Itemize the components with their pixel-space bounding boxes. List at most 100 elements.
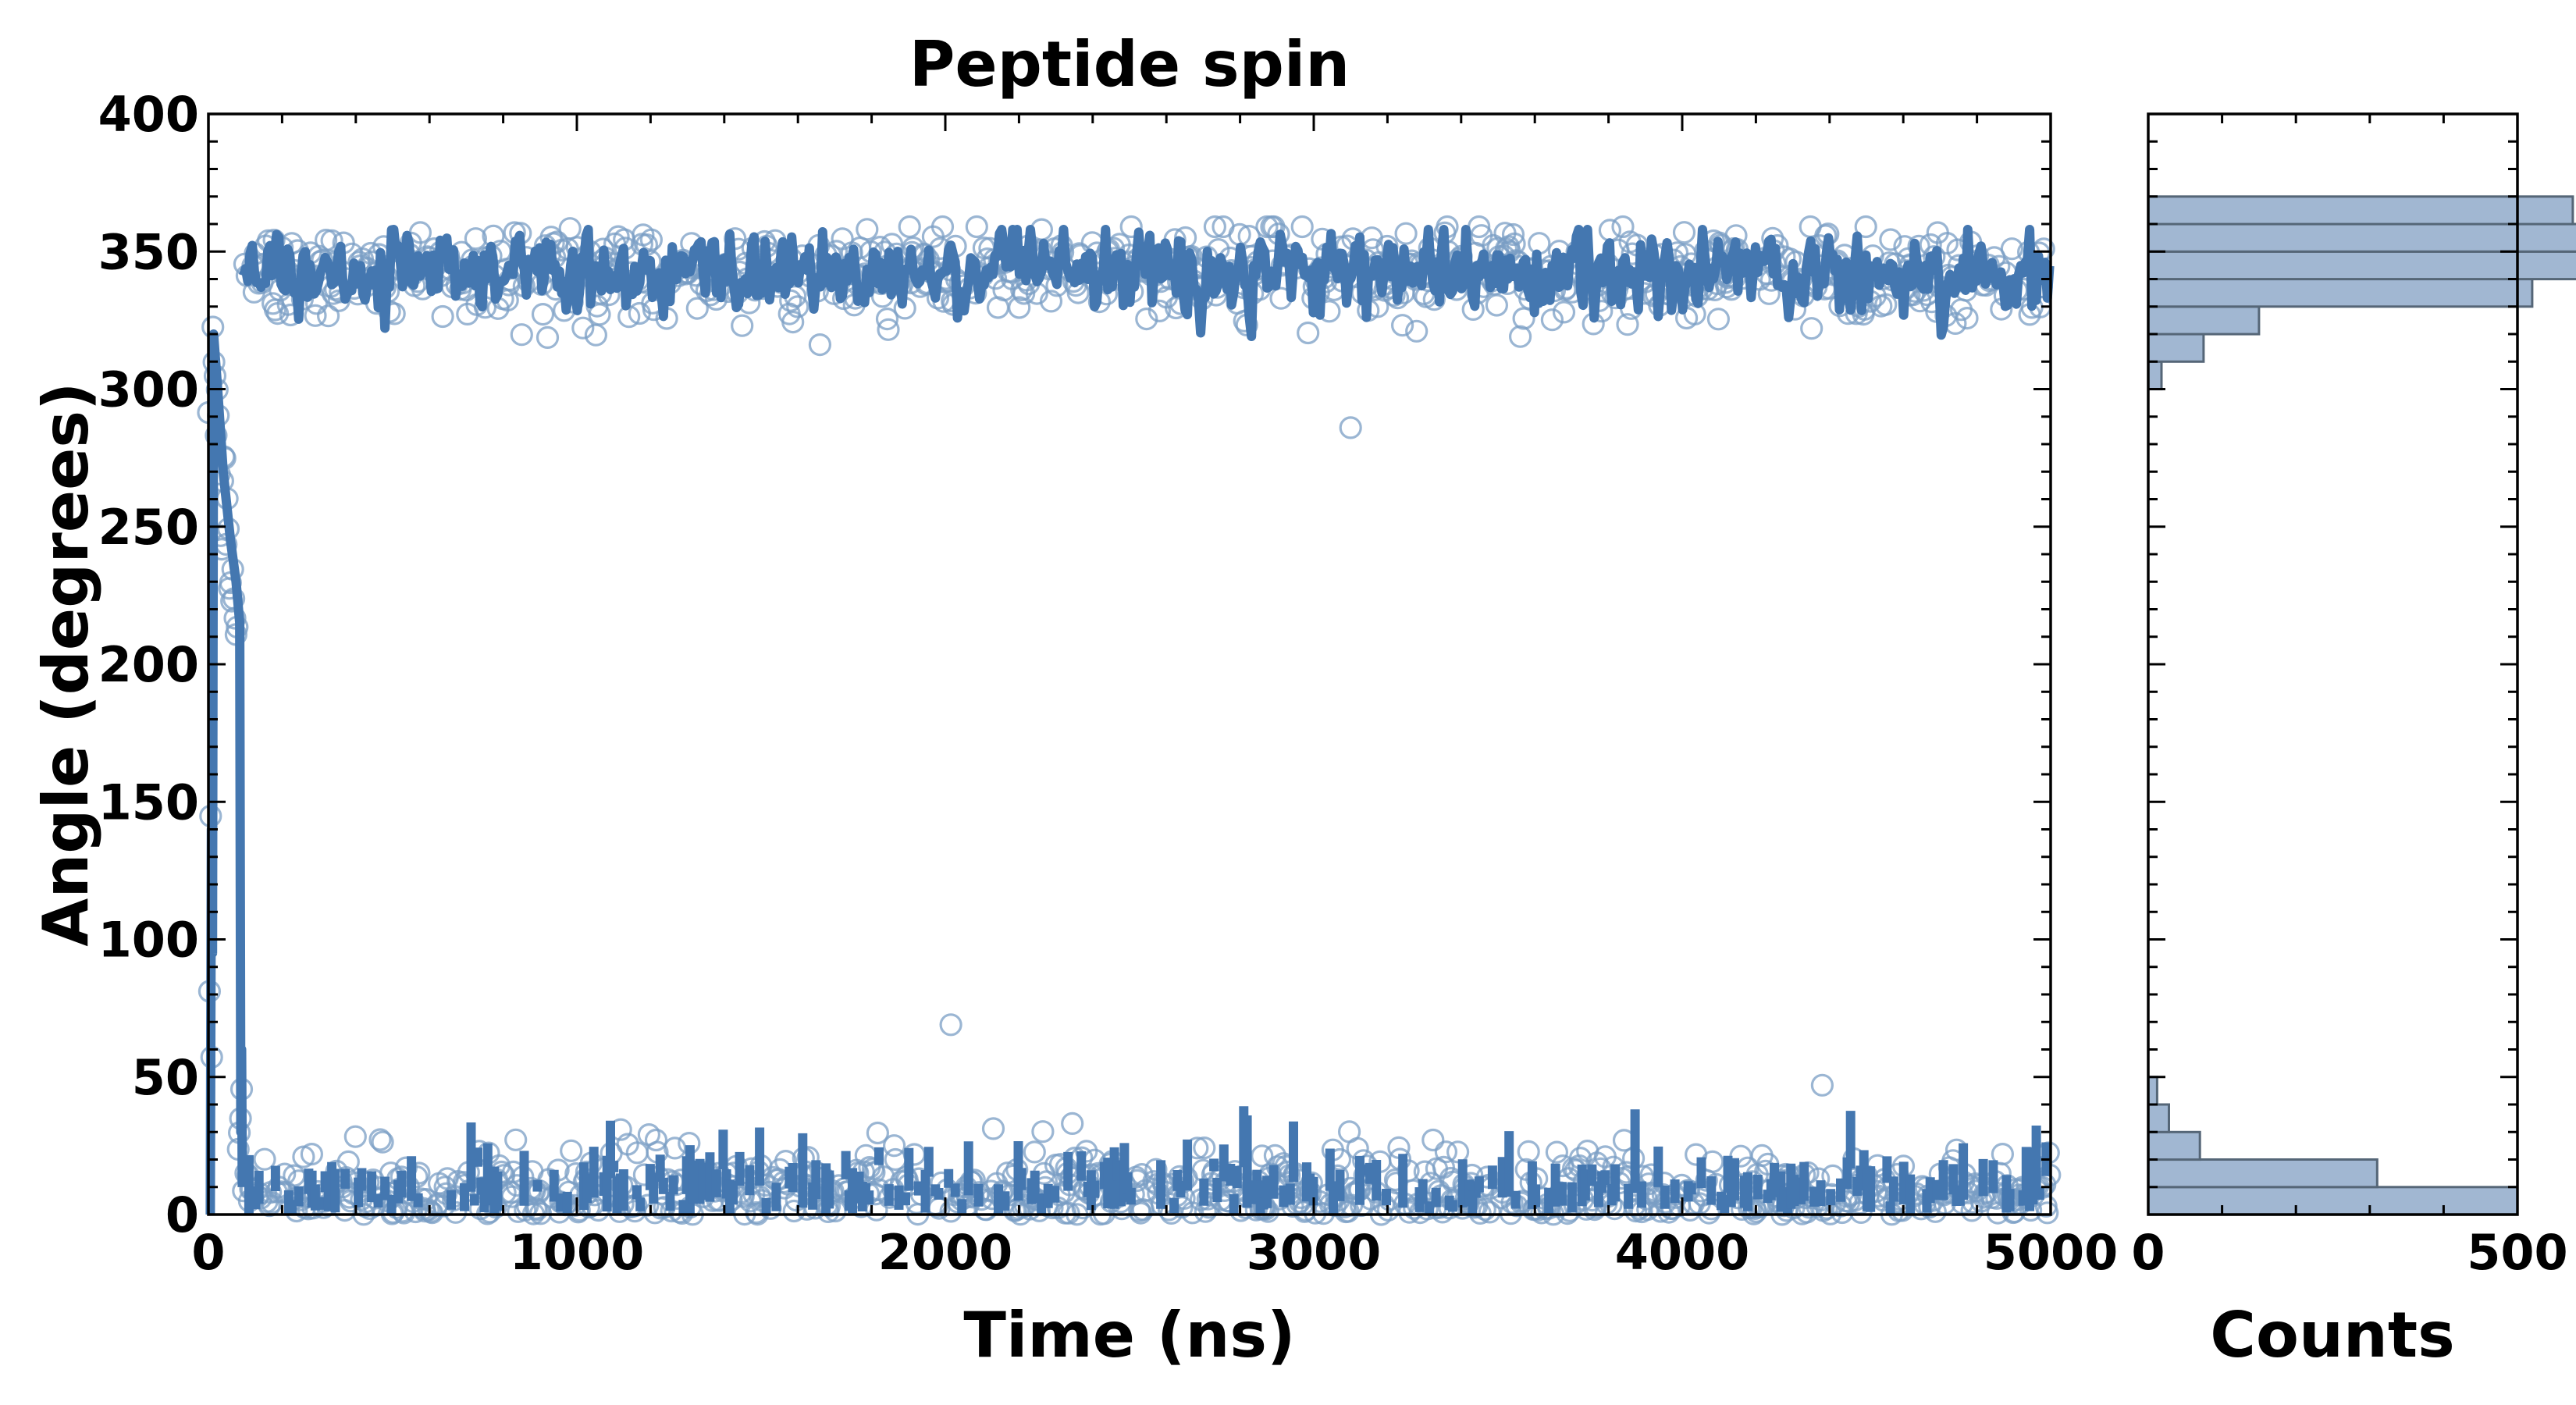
y-axis-label: Angle (degrees)	[30, 382, 102, 946]
histogram-bar	[2147, 1103, 2170, 1133]
data-point	[1421, 1128, 1445, 1152]
histogram-tick-marks	[2147, 112, 2519, 1216]
data-point	[2036, 1201, 2059, 1225]
data-point	[1203, 215, 1227, 239]
data-point	[866, 1121, 890, 1145]
y-tick-label: 350	[98, 223, 199, 280]
histogram-bar	[2147, 1158, 2379, 1189]
chart-title: Peptide spin	[909, 28, 1350, 101]
data-point	[1552, 301, 1576, 324]
data-point	[1129, 1201, 1152, 1225]
data-point	[1508, 325, 1532, 348]
y-tick-label: 250	[98, 499, 199, 556]
data-point	[558, 217, 582, 240]
y-tick-label: 200	[98, 636, 199, 693]
data-point	[300, 1142, 323, 1166]
histogram-x-axis-label: Counts	[2210, 1299, 2454, 1371]
data-point	[1991, 1142, 2014, 1166]
histogram-bars	[2147, 195, 2576, 1216]
data-point	[1545, 1140, 1569, 1164]
scatter-points	[197, 215, 2062, 1226]
data-point	[1616, 313, 1639, 336]
data-point	[1800, 317, 1823, 340]
data-point	[930, 215, 955, 239]
data-point	[1672, 221, 1696, 244]
data-point	[1854, 215, 1877, 239]
data-point	[1405, 319, 1429, 343]
histogram-bar	[2147, 278, 2534, 308]
upper-trace-line	[239, 225, 2055, 341]
data-point	[317, 304, 340, 328]
data-point	[464, 227, 488, 251]
histogram-bar	[2147, 333, 2205, 363]
data-point	[531, 303, 555, 326]
data-point	[304, 304, 327, 327]
data-point	[1874, 293, 1898, 316]
data-point	[781, 311, 805, 334]
data-point	[571, 316, 595, 340]
data-point	[1390, 314, 1414, 337]
main-tick-labels: 0 1000 2000 3000 4000 5000 0 50 100 150 200 250 300 3…	[98, 86, 2119, 1281]
data-point	[1512, 307, 1535, 330]
data-point	[343, 1125, 367, 1148]
data-point	[663, 1136, 687, 1160]
data-point	[875, 308, 899, 331]
data-point	[1181, 1201, 1204, 1225]
data-point	[808, 333, 832, 357]
histogram-bar	[2147, 250, 2576, 281]
data-point	[368, 1128, 392, 1151]
histogram-bar	[2147, 222, 2576, 253]
histogram-bar	[2147, 1186, 2519, 1216]
x-tick-label: 1000	[510, 1224, 645, 1281]
data-point	[1061, 1112, 1084, 1136]
data-point	[882, 1134, 906, 1158]
data-point	[560, 1139, 583, 1162]
x-tick-label: 3000	[1247, 1224, 1382, 1281]
data-point	[1135, 308, 1158, 331]
data-point	[1434, 1140, 1458, 1164]
y-tick-label: 150	[98, 774, 199, 831]
data-point	[939, 1013, 962, 1037]
hist-x-tick-label: 0	[2131, 1224, 2165, 1281]
data-point	[1147, 299, 1172, 322]
data-point	[1879, 228, 1902, 251]
histogram-bar	[2147, 1130, 2201, 1161]
data-point	[1501, 222, 1525, 247]
data-point	[320, 229, 343, 252]
data-point	[965, 215, 988, 239]
data-point	[1429, 1184, 1453, 1208]
data-point	[782, 1199, 806, 1223]
data-point	[1540, 308, 1564, 332]
histogram-bar	[2147, 360, 2163, 391]
data-point	[510, 323, 533, 347]
data-point	[405, 1165, 429, 1189]
data-point	[1394, 222, 1418, 245]
x-tick-label: 2000	[878, 1224, 1013, 1281]
data-point	[371, 1130, 394, 1154]
data-point	[731, 314, 754, 337]
data-point	[1810, 1073, 1834, 1097]
data-point	[535, 325, 560, 349]
data-point	[1798, 1196, 1821, 1219]
main-tick-marks	[207, 112, 2052, 1216]
histogram-tick-labels: 0 500	[2131, 1224, 2567, 1281]
trace-lines	[205, 225, 2055, 1215]
y-tick-label: 300	[98, 361, 199, 418]
data-point	[1611, 215, 1635, 239]
data-point	[779, 289, 802, 312]
data-point	[1757, 282, 1781, 305]
data-point	[1290, 215, 1314, 239]
y-tick-label: 400	[98, 86, 199, 143]
histogram-bar	[2147, 195, 2574, 226]
data-point	[786, 295, 809, 318]
data-point	[1193, 1136, 1216, 1160]
x-tick-label: 5000	[1984, 1224, 2119, 1281]
y-tick-label: 50	[132, 1049, 199, 1106]
data-point	[1008, 296, 1031, 319]
data-point	[1397, 1200, 1421, 1224]
data-point	[898, 215, 921, 239]
y-tick-label: 100	[98, 912, 199, 969]
data-point	[1339, 416, 1362, 439]
histogram-bar	[2147, 305, 2261, 336]
data-point	[253, 1147, 276, 1171]
